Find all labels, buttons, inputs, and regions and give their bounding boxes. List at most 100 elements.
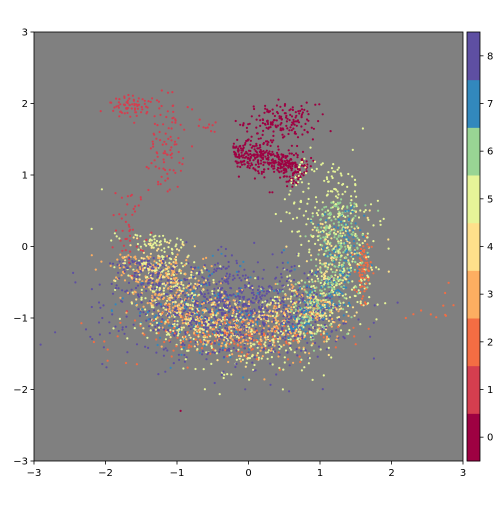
data-point	[250, 344, 253, 347]
data-point	[202, 283, 206, 286]
data-point	[176, 304, 179, 307]
data-point	[225, 272, 228, 275]
data-point	[172, 104, 175, 107]
colorbar-segment	[467, 175, 480, 224]
data-point	[176, 336, 179, 339]
data-point	[89, 335, 92, 338]
data-point	[286, 297, 290, 300]
data-point	[265, 304, 268, 307]
data-point	[110, 309, 114, 313]
data-point	[183, 335, 186, 338]
data-point	[232, 299, 235, 302]
data-point	[203, 388, 206, 391]
data-point	[279, 302, 282, 305]
data-point	[280, 272, 283, 276]
data-point	[196, 300, 199, 303]
data-point	[123, 104, 126, 107]
data-point	[294, 304, 297, 307]
data-point	[314, 313, 317, 317]
data-point	[172, 362, 175, 365]
data-point	[272, 307, 275, 310]
data-point	[339, 258, 342, 261]
data-point	[203, 338, 206, 341]
data-point	[215, 269, 218, 272]
data-point	[250, 154, 253, 157]
data-point	[350, 207, 353, 210]
data-point	[325, 298, 328, 301]
data-point	[361, 242, 364, 245]
data-point	[150, 246, 153, 249]
data-point	[54, 331, 57, 334]
data-point	[292, 154, 295, 157]
data-point	[253, 363, 256, 367]
data-point	[121, 270, 124, 274]
data-point	[114, 325, 117, 328]
data-point	[198, 331, 201, 334]
data-point	[247, 149, 251, 152]
data-point	[185, 262, 188, 265]
data-point	[172, 349, 175, 352]
data-point	[294, 308, 297, 311]
data-point	[330, 330, 333, 333]
data-point	[353, 288, 356, 291]
data-point	[330, 295, 333, 298]
data-point	[276, 295, 279, 298]
data-point	[251, 347, 254, 351]
data-point	[295, 315, 298, 318]
data-point	[365, 288, 368, 291]
data-point	[210, 319, 213, 322]
data-point	[229, 294, 232, 297]
data-point	[134, 233, 137, 236]
data-point	[158, 257, 161, 260]
data-point	[287, 284, 290, 287]
data-point	[120, 217, 123, 220]
data-point	[342, 182, 345, 186]
data-point	[121, 300, 124, 303]
data-point	[211, 290, 214, 293]
data-point	[216, 262, 219, 265]
data-point	[158, 271, 161, 275]
data-point	[98, 283, 101, 286]
data-point	[372, 224, 375, 227]
data-point	[295, 301, 298, 304]
data-point	[297, 181, 300, 184]
data-point	[265, 292, 268, 295]
data-point	[341, 211, 344, 214]
data-point	[180, 283, 183, 286]
data-point	[323, 206, 326, 209]
data-point	[214, 297, 217, 300]
data-point	[325, 314, 328, 318]
data-point	[328, 280, 331, 283]
data-point	[227, 298, 230, 301]
data-point	[319, 309, 322, 312]
data-point	[169, 336, 172, 339]
data-point	[359, 276, 363, 279]
data-point	[278, 305, 281, 309]
data-point	[202, 302, 205, 305]
data-point	[324, 235, 327, 238]
data-point	[361, 270, 364, 273]
data-point	[237, 150, 240, 153]
data-point	[297, 341, 300, 344]
data-point	[246, 339, 249, 342]
data-point	[140, 111, 143, 114]
data-point	[228, 354, 231, 357]
data-point	[241, 320, 244, 323]
data-point	[211, 254, 214, 257]
data-point	[115, 276, 118, 279]
data-point	[303, 313, 306, 317]
data-point	[239, 289, 242, 292]
data-point	[276, 151, 279, 154]
data-point	[139, 245, 142, 248]
data-point	[290, 315, 293, 318]
data-point	[137, 204, 140, 207]
data-point	[316, 235, 319, 238]
data-point	[101, 362, 104, 366]
data-point	[293, 327, 297, 330]
data-point	[252, 301, 255, 304]
data-point	[217, 248, 220, 251]
data-point	[142, 251, 145, 254]
data-point	[187, 293, 190, 296]
data-point	[256, 292, 259, 295]
data-point	[355, 286, 358, 289]
